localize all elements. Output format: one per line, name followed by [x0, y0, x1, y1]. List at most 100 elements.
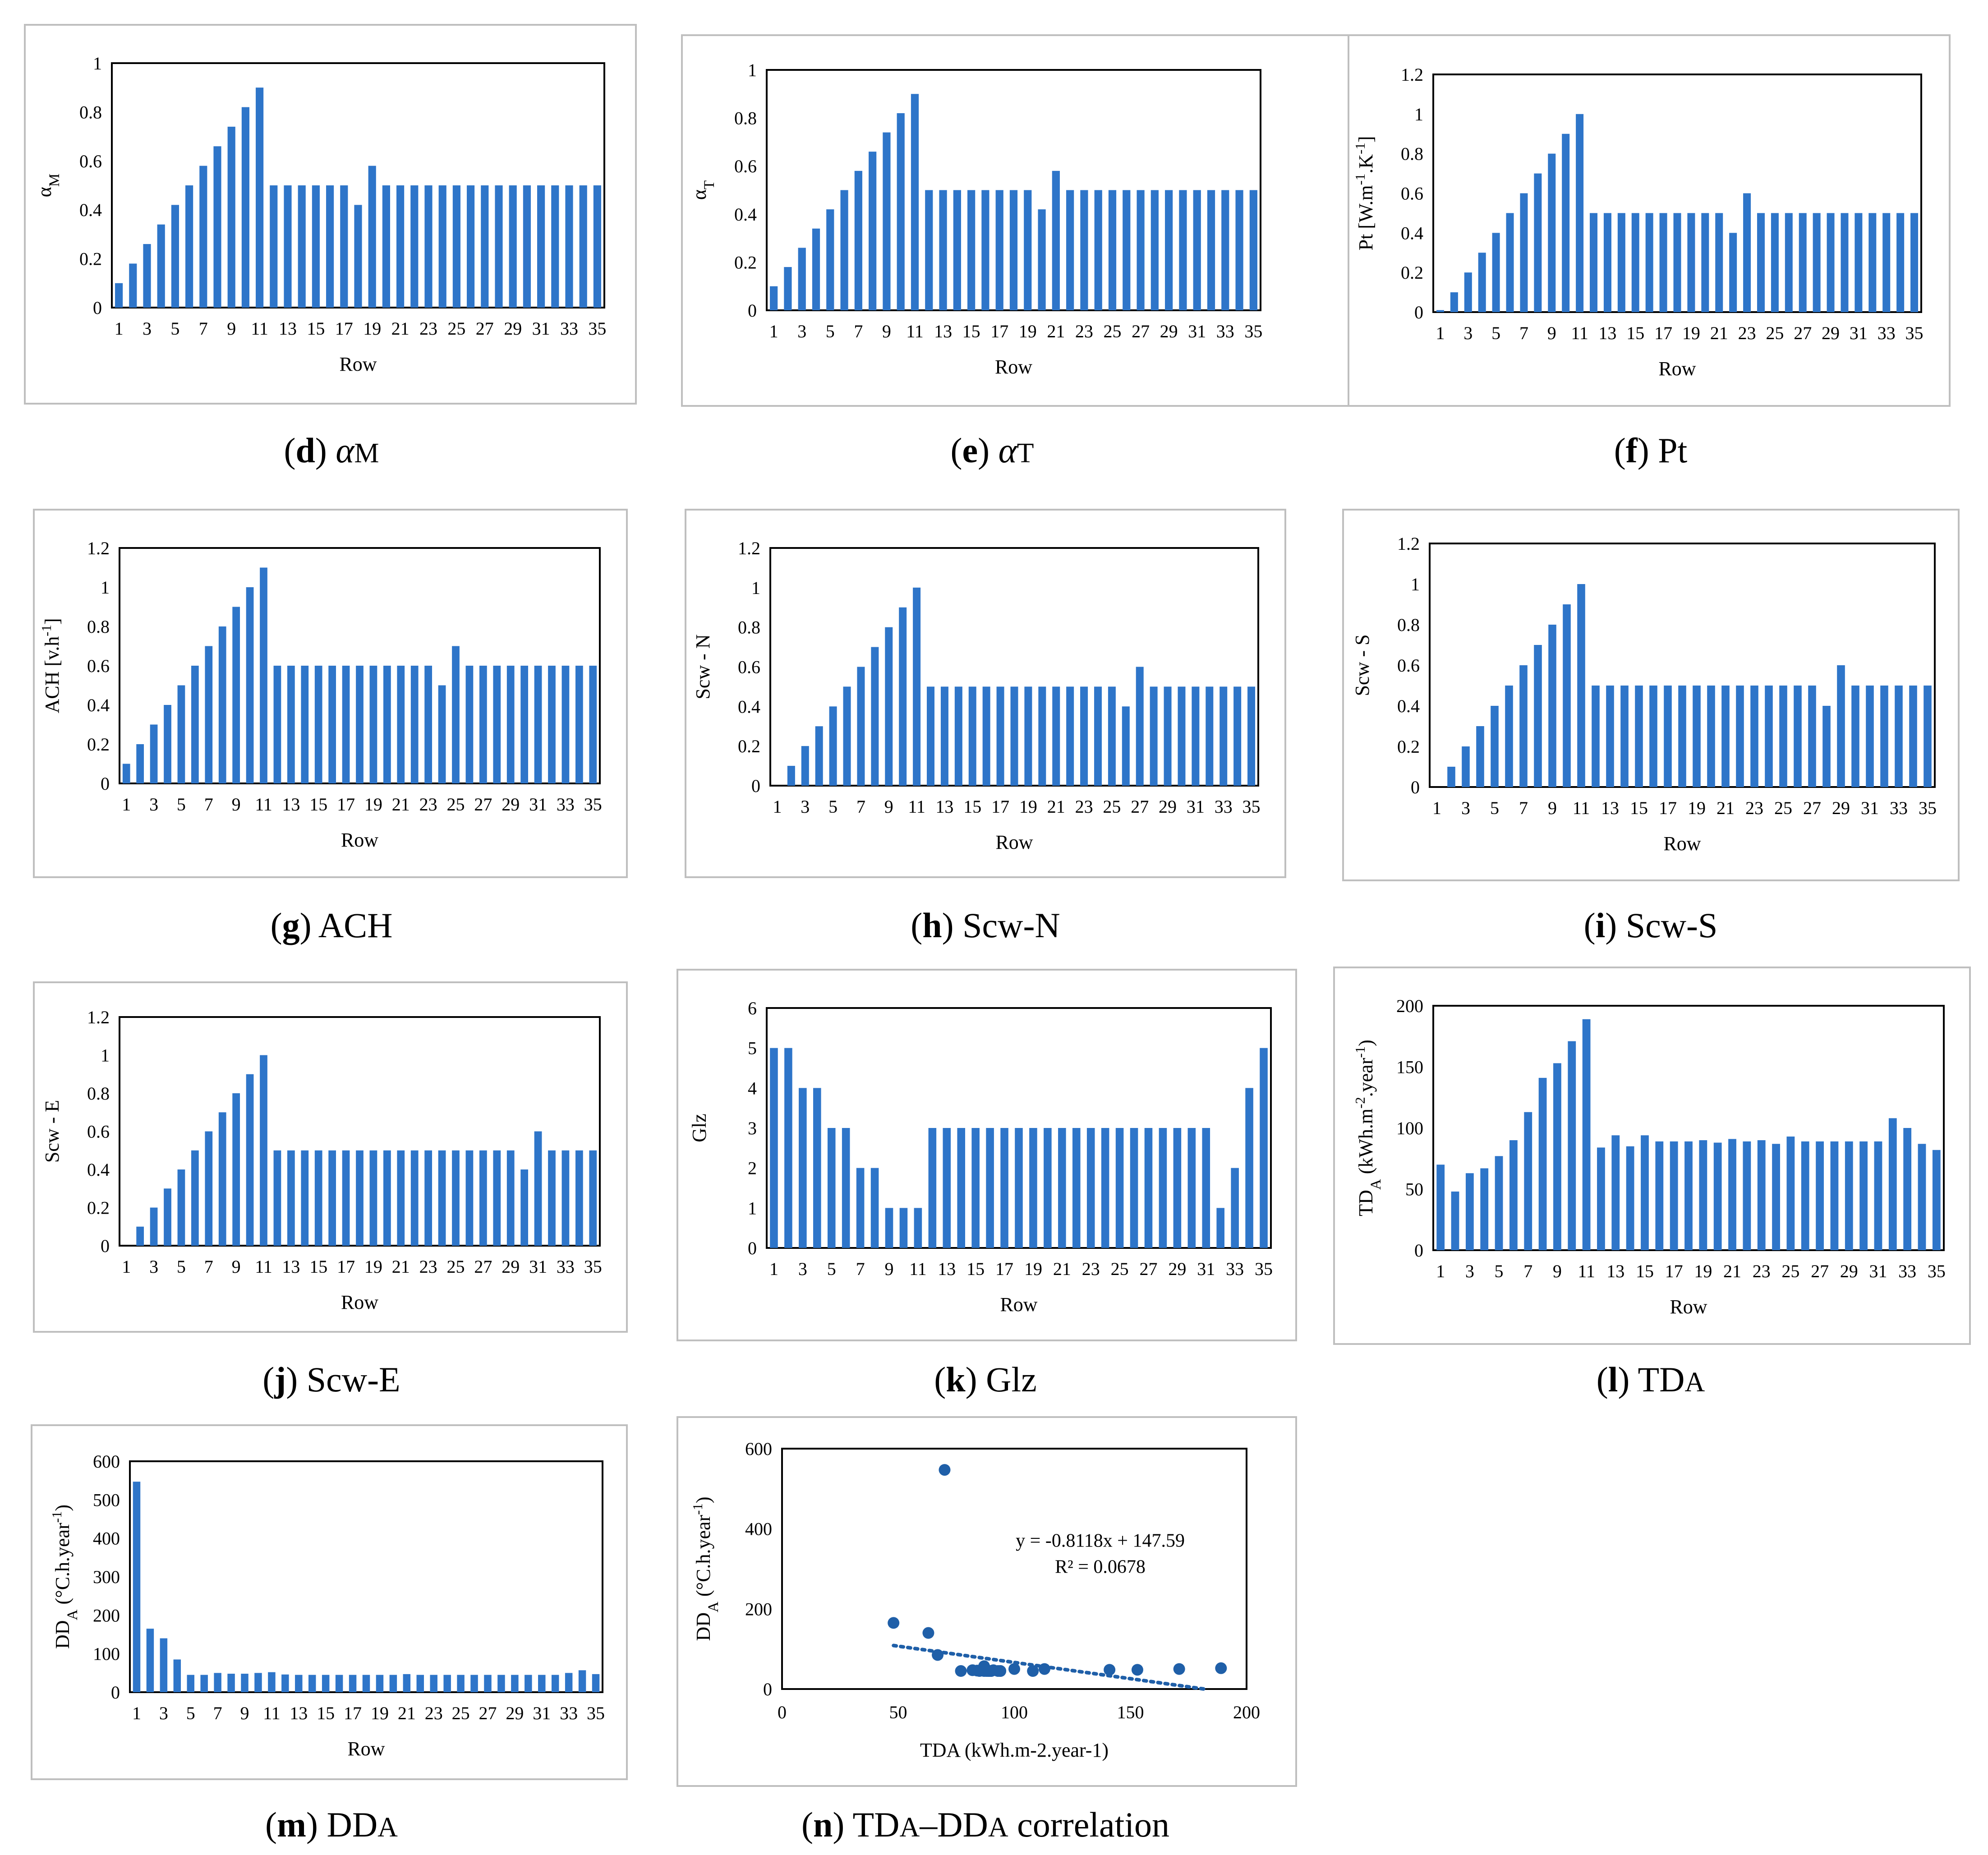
bar-row-10: [899, 1208, 908, 1248]
y-tick-label: 1.2: [1401, 64, 1423, 85]
y-tick-label: 500: [93, 1490, 120, 1510]
bar-row-7: [1524, 1112, 1532, 1250]
bar-row-30: [1841, 213, 1849, 312]
x-tick-label: 13: [290, 1703, 308, 1723]
bar-row-23: [424, 1150, 433, 1246]
y-axis-label: Glz: [688, 1114, 710, 1142]
bar-row-19: [369, 666, 377, 783]
bar-row-20: [1038, 686, 1046, 786]
x-tick-label: 27: [1132, 321, 1150, 341]
bar-row-17: [1659, 213, 1667, 312]
x-tick-label: 29: [506, 1703, 524, 1723]
bar-row-26: [470, 1675, 478, 1692]
data-point: [1038, 1663, 1050, 1675]
bar-row-35: [1247, 686, 1256, 786]
x-tick-label: 21: [1047, 321, 1065, 341]
x-tick-label: 23: [425, 1703, 443, 1723]
bar-row-9: [1548, 153, 1556, 312]
bar-row-18: [1009, 190, 1018, 310]
bar-row-2: [129, 263, 137, 308]
bar-row-27: [1137, 190, 1145, 310]
y-tick-label: 0: [763, 1679, 772, 1699]
bar-row-15: [314, 1150, 322, 1246]
bar-row-11: [268, 1672, 276, 1692]
y-axis-label: ACH [v.h-1]: [39, 618, 63, 713]
bar-row-4: [815, 726, 823, 786]
bar-row-32: [1868, 213, 1877, 312]
x-tick-label: 23: [1738, 323, 1756, 343]
bar-row-11: [911, 94, 919, 311]
y-tick-label: 0.8: [1397, 615, 1420, 635]
y-tick-label: 6: [748, 998, 757, 1018]
x-tick-label: 3: [159, 1703, 168, 1723]
bar-row-2: [1451, 1191, 1459, 1250]
bar-row-34: [1233, 686, 1242, 786]
x-tick-label: 31: [1869, 1261, 1887, 1281]
caption-m: (m) DDA: [265, 1805, 398, 1844]
bar-row-27: [1816, 1141, 1824, 1250]
bar-row-19: [1693, 686, 1701, 787]
y-tick-label: 0.2: [1397, 736, 1420, 757]
bar-row-19: [376, 1675, 384, 1692]
bar-row-5: [177, 685, 185, 783]
x-tick-label: 13: [1601, 798, 1619, 818]
bar-row-30: [1851, 686, 1859, 787]
bar-row-34: [575, 666, 583, 783]
bar-row-3: [1462, 746, 1470, 787]
y-tick-label: 100: [93, 1644, 120, 1664]
bar-row-26: [465, 1150, 474, 1246]
bar-row-22: [416, 1675, 424, 1692]
bar-row-18: [354, 205, 362, 308]
x-tick-label: 11: [1578, 1261, 1595, 1281]
bar-row-17: [342, 1150, 350, 1246]
bar-row-5: [1491, 706, 1499, 787]
x-tick-label: 9: [1548, 798, 1557, 818]
x-tick-label: 17: [991, 796, 1009, 817]
x-tick-label: 100: [1001, 1702, 1028, 1722]
x-tick-label: 5: [186, 1703, 195, 1723]
x-tick-label: 35: [1244, 321, 1262, 341]
bar-row-6: [191, 1150, 199, 1246]
bar-row-30: [523, 185, 531, 308]
x-tick-label: 7: [199, 318, 208, 339]
bar-row-33: [1219, 686, 1228, 786]
bar-row-15: [967, 190, 976, 310]
x-tick-label: 5: [828, 796, 838, 817]
x-tick-label: 11: [908, 796, 925, 817]
bar-row-12: [281, 1674, 289, 1692]
bar-row-16: [335, 1675, 343, 1692]
bar-row-4: [173, 1659, 181, 1692]
bar-row-11: [256, 87, 264, 308]
bar-row-8: [1534, 645, 1542, 787]
y-tick-label: 0.8: [87, 1083, 110, 1104]
bar-row-27: [479, 1150, 487, 1246]
bar-row-22: [1736, 686, 1744, 787]
y-tick-label: 0.4: [734, 204, 757, 225]
bar-row-7: [854, 170, 862, 310]
x-tick-label: 7: [856, 1259, 865, 1279]
chart-f: 00.20.40.60.811.2Pt [W.m-1.K-1]1 3 5 7 9 11 13…: [1348, 34, 1951, 470]
bar-row-23: [424, 666, 433, 783]
x-tick-label: 7: [1519, 798, 1528, 818]
bar-row-13: [295, 1675, 303, 1692]
x-tick-label: 31: [533, 1703, 551, 1723]
x-tick-label: 7: [204, 1257, 213, 1277]
x-tick-label: 25: [1103, 796, 1121, 817]
x-tick-label: 3: [1465, 1261, 1474, 1281]
x-tick-label: 27: [474, 1257, 492, 1277]
bar-row-10: [899, 607, 907, 786]
bar-row-17: [342, 666, 350, 783]
x-tick-label: 35: [587, 1703, 605, 1723]
bar-row-21: [1721, 686, 1730, 787]
trendline: [892, 1643, 1206, 1691]
bar-row-2: [146, 1629, 154, 1692]
x-tick-label: 5: [1495, 1261, 1504, 1281]
bar-row-5: [1495, 1156, 1503, 1250]
x-tick-label: 13: [282, 794, 300, 815]
bar-row-18: [356, 1150, 364, 1246]
bar-row-23: [1080, 686, 1088, 786]
caption-j: (j) Scw-E: [262, 1360, 400, 1399]
bar-row-3: [150, 724, 158, 783]
data-point: [1104, 1664, 1116, 1676]
